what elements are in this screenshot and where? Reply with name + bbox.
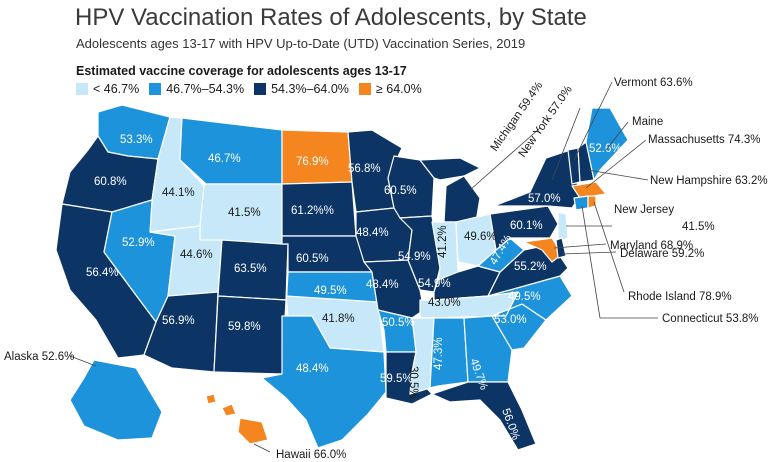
label-wa: 53.3% (120, 134, 153, 146)
label-az: 56.9% (162, 315, 195, 327)
state-ma[interactable] (571, 181, 607, 199)
state-nj[interactable] (557, 211, 569, 243)
callout-maine: Maine (632, 116, 663, 128)
state-hi-2[interactable] (221, 403, 237, 417)
state-tx[interactable] (261, 315, 387, 449)
label-nv: 52.9% (122, 237, 155, 249)
label-wi: 60.5% (384, 185, 417, 197)
label-pa: 60.1% (510, 220, 543, 232)
legend-label-mid: 46.7%–54.3% (166, 82, 245, 96)
legend-item-top: ≥ 64.0% (358, 82, 422, 96)
label-la: 59.5% (380, 373, 413, 385)
label-sc: 53.0% (494, 314, 527, 326)
label-ar: 50.5% (382, 317, 415, 329)
state-nm[interactable] (213, 295, 287, 375)
label-mt: 46.7% (208, 153, 241, 165)
label-mn: 56.8% (348, 163, 381, 175)
label-ky: 54.9% (418, 278, 451, 290)
callout-new-jersey-value: 41.5% (682, 221, 715, 233)
label-nd: 76.9% (296, 156, 329, 168)
state-mi-lower[interactable] (443, 175, 481, 223)
state-ri[interactable] (587, 195, 597, 209)
state-me[interactable] (585, 107, 629, 181)
state-ak[interactable] (69, 359, 163, 441)
label-oh: 49.6% (464, 231, 497, 243)
state-ga[interactable] (463, 315, 513, 383)
state-hi-1[interactable] (205, 393, 217, 405)
label-ne: 60.5% (296, 253, 329, 265)
callout-new-hampshire: New Hampshire 63.2% (650, 175, 768, 187)
state-wv[interactable] (477, 237, 525, 273)
state-fl[interactable] (431, 381, 537, 451)
label-nc: 49.5% (508, 291, 541, 303)
map-subtitle: Adolescents ages 13-17 with HPV Up-to-Da… (76, 36, 526, 51)
state-md[interactable] (523, 237, 563, 263)
legend-item-high: 54.3%–64.0% (254, 82, 349, 96)
map-title: HPV Vaccination Rates of Adolescents, by… (75, 4, 587, 31)
state-hi-3[interactable] (237, 417, 269, 445)
state-nc[interactable] (487, 275, 573, 321)
state-wa[interactable] (97, 104, 171, 160)
label-mo: 48.4% (366, 279, 399, 291)
label-ks: 49.5% (314, 285, 347, 297)
callout-maryland: Maryland 68.9% (610, 240, 693, 252)
legend-title: Estimated vaccine coverage for adolescen… (76, 64, 407, 78)
label-ny: 57.0% (528, 193, 561, 205)
callout-new-jersey: New Jersey (614, 204, 674, 216)
label-sd: 61.2%% (291, 205, 334, 217)
label-il: 54.9% (398, 251, 431, 263)
state-mt[interactable] (179, 117, 283, 185)
callout-massachusetts: Massachusetts 74.3% (648, 134, 761, 146)
state-al[interactable] (429, 317, 469, 389)
callout-hawaii: Hawaii 66.0% (276, 449, 346, 461)
legend-swatch-top (358, 83, 371, 95)
label-tn: 43.0% (428, 297, 461, 309)
label-al: 47.3% (433, 337, 445, 370)
label-me: 52.6% (589, 143, 622, 155)
label-co: 63.5% (234, 263, 267, 275)
callout-connecticut: Connecticut 53.8% (662, 313, 759, 325)
label-nm: 59.8% (228, 321, 261, 333)
state-de[interactable] (555, 237, 567, 259)
legend-item-low: < 46.7% (76, 82, 139, 96)
label-wy: 41.5% (228, 207, 261, 219)
state-ct[interactable] (573, 195, 589, 211)
legend-swatch-mid (149, 83, 162, 95)
label-va: 55.2% (514, 261, 547, 273)
legend-label-high: 54.3%–64.0% (271, 82, 349, 96)
label-ia: 48.4% (356, 227, 389, 239)
label-tx: 48.4% (296, 363, 329, 375)
legend-swatch-high (254, 83, 267, 95)
label-id: 44.1% (162, 187, 195, 199)
label-ca: 56.4% (86, 267, 119, 279)
legend: < 46.7% 46.7%–54.3% 54.3%–64.0% ≥ 64.0% (76, 82, 422, 96)
callout-rhode-island: Rhode Island 78.9% (628, 291, 732, 303)
callout-vermont: Vermont 63.6% (614, 77, 693, 89)
legend-label-low: < 46.7% (93, 82, 140, 96)
legend-label-top: ≥ 64.0% (375, 82, 422, 96)
callout-delaware: Delaware 59.2% (620, 248, 704, 260)
label-or: 60.8% (94, 176, 127, 188)
label-ok: 41.8% (322, 313, 355, 325)
state-co[interactable] (217, 239, 289, 301)
legend-swatch-low (76, 83, 88, 95)
legend-item-mid: 46.7%–54.3% (149, 82, 244, 96)
label-in: 41.2% (437, 225, 449, 258)
callout-alaska: Alaska 52.6% (4, 351, 74, 363)
label-ut: 44.6% (180, 249, 213, 261)
label-ms: 30.5% (407, 366, 419, 399)
